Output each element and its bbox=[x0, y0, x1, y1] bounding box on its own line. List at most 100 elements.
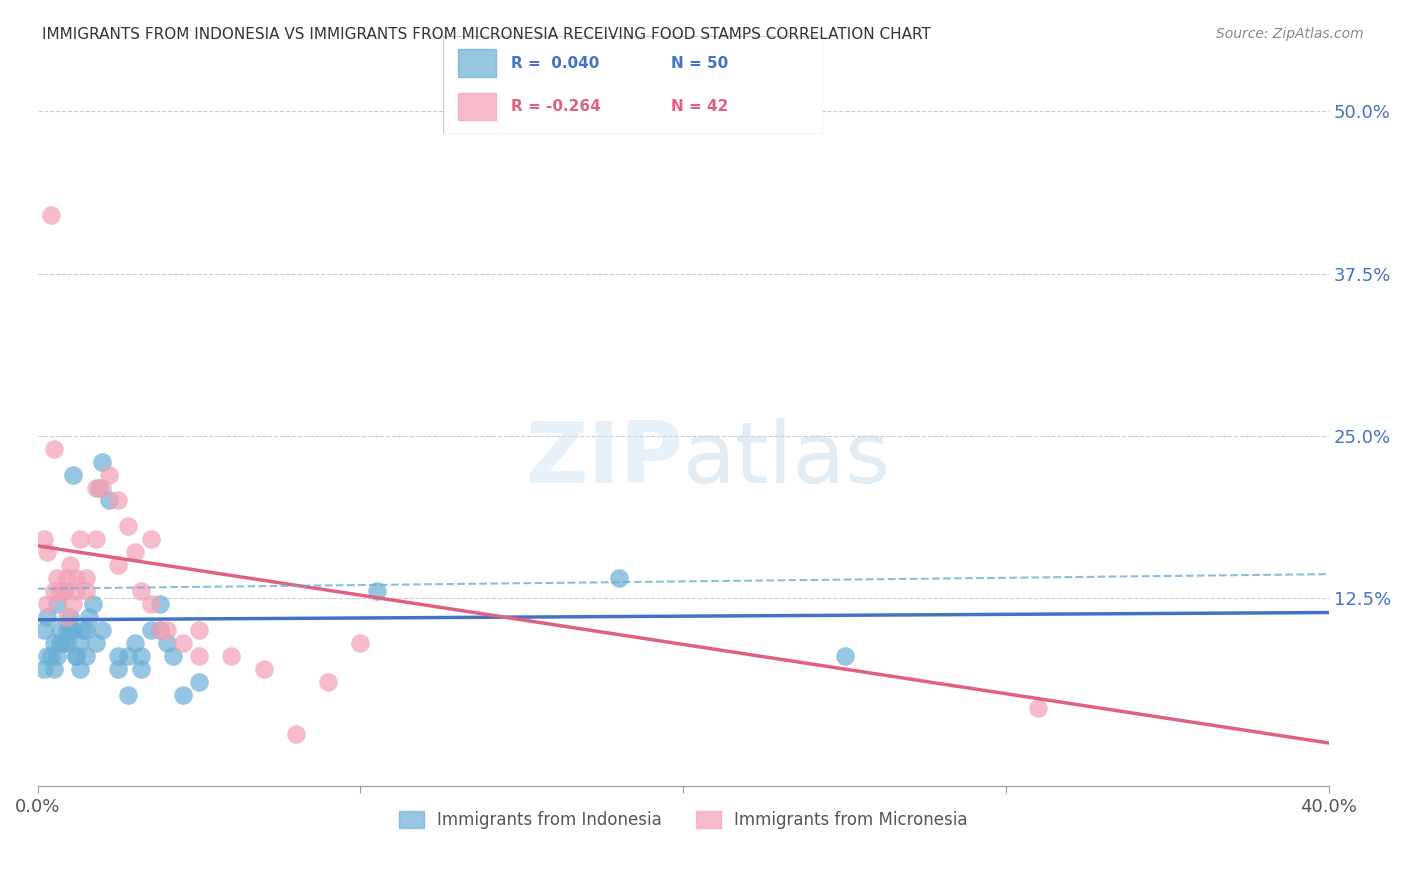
FancyBboxPatch shape bbox=[443, 36, 823, 134]
Point bbox=[46, 649, 69, 664]
Point bbox=[39, 208, 62, 222]
Point bbox=[49, 623, 72, 637]
Point bbox=[117, 519, 139, 533]
Point bbox=[107, 493, 129, 508]
Bar bbox=[458, 93, 496, 120]
Point bbox=[79, 610, 101, 624]
Point bbox=[65, 649, 87, 664]
Point bbox=[59, 610, 82, 624]
Point bbox=[52, 584, 75, 599]
Point bbox=[75, 584, 97, 599]
Point bbox=[129, 649, 152, 664]
Point bbox=[139, 533, 162, 547]
Point bbox=[39, 649, 62, 664]
Point bbox=[221, 649, 243, 664]
Point bbox=[72, 623, 94, 637]
Point bbox=[62, 467, 84, 482]
Point bbox=[156, 636, 179, 650]
Point bbox=[42, 442, 65, 456]
Point bbox=[55, 623, 77, 637]
Point bbox=[139, 623, 162, 637]
Text: IMMIGRANTS FROM INDONESIA VS IMMIGRANTS FROM MICRONESIA RECEIVING FOOD STAMPS CO: IMMIGRANTS FROM INDONESIA VS IMMIGRANTS … bbox=[42, 27, 931, 42]
Point bbox=[49, 636, 72, 650]
Text: N = 50: N = 50 bbox=[671, 55, 728, 70]
Point bbox=[124, 545, 146, 559]
Text: R = -0.264: R = -0.264 bbox=[512, 99, 600, 114]
Point bbox=[91, 623, 114, 637]
Point bbox=[84, 533, 107, 547]
Point bbox=[65, 584, 87, 599]
Point bbox=[107, 649, 129, 664]
Point bbox=[55, 636, 77, 650]
Point bbox=[91, 481, 114, 495]
Text: N = 42: N = 42 bbox=[671, 99, 728, 114]
Point bbox=[607, 571, 630, 585]
Point bbox=[55, 571, 77, 585]
Point bbox=[37, 649, 59, 664]
Point bbox=[87, 481, 110, 495]
Point bbox=[69, 636, 91, 650]
Point bbox=[188, 623, 211, 637]
Point bbox=[32, 662, 55, 676]
Point bbox=[65, 649, 87, 664]
Point bbox=[97, 467, 120, 482]
Point bbox=[1026, 701, 1049, 715]
Point bbox=[149, 597, 172, 611]
Point bbox=[52, 636, 75, 650]
Point bbox=[149, 623, 172, 637]
Point bbox=[37, 545, 59, 559]
Point bbox=[37, 610, 59, 624]
Point bbox=[59, 558, 82, 573]
Point bbox=[42, 662, 65, 676]
Text: Source: ZipAtlas.com: Source: ZipAtlas.com bbox=[1216, 27, 1364, 41]
Point bbox=[349, 636, 371, 650]
Point bbox=[46, 571, 69, 585]
Point bbox=[62, 623, 84, 637]
Text: ZIP: ZIP bbox=[526, 417, 683, 500]
Point bbox=[172, 636, 194, 650]
Point bbox=[49, 584, 72, 599]
Point bbox=[75, 571, 97, 585]
Point bbox=[62, 597, 84, 611]
Point bbox=[91, 454, 114, 468]
Point bbox=[139, 597, 162, 611]
Point bbox=[316, 675, 339, 690]
Point bbox=[253, 662, 276, 676]
Legend: Immigrants from Indonesia, Immigrants from Micronesia: Immigrants from Indonesia, Immigrants fr… bbox=[392, 804, 974, 836]
Point bbox=[32, 533, 55, 547]
Point bbox=[284, 727, 307, 741]
Point bbox=[188, 649, 211, 664]
Point bbox=[42, 636, 65, 650]
Point bbox=[46, 597, 69, 611]
Point bbox=[97, 493, 120, 508]
Point bbox=[117, 649, 139, 664]
Point bbox=[84, 481, 107, 495]
Point bbox=[69, 662, 91, 676]
Point bbox=[75, 623, 97, 637]
Point bbox=[129, 662, 152, 676]
Point bbox=[75, 649, 97, 664]
Point bbox=[834, 649, 856, 664]
Point bbox=[55, 610, 77, 624]
Point bbox=[366, 584, 388, 599]
Text: atlas: atlas bbox=[683, 417, 891, 500]
Point bbox=[107, 558, 129, 573]
Point bbox=[107, 662, 129, 676]
Point bbox=[124, 636, 146, 650]
Point bbox=[129, 584, 152, 599]
Point bbox=[188, 675, 211, 690]
Point bbox=[172, 688, 194, 702]
Point bbox=[59, 623, 82, 637]
Point bbox=[84, 636, 107, 650]
Point bbox=[82, 597, 104, 611]
Point bbox=[69, 533, 91, 547]
Point bbox=[156, 623, 179, 637]
Point bbox=[117, 688, 139, 702]
Bar bbox=[458, 49, 496, 77]
Point bbox=[65, 571, 87, 585]
Text: R =  0.040: R = 0.040 bbox=[512, 55, 599, 70]
Point bbox=[149, 623, 172, 637]
Point bbox=[49, 584, 72, 599]
Point bbox=[162, 649, 184, 664]
Point bbox=[52, 584, 75, 599]
